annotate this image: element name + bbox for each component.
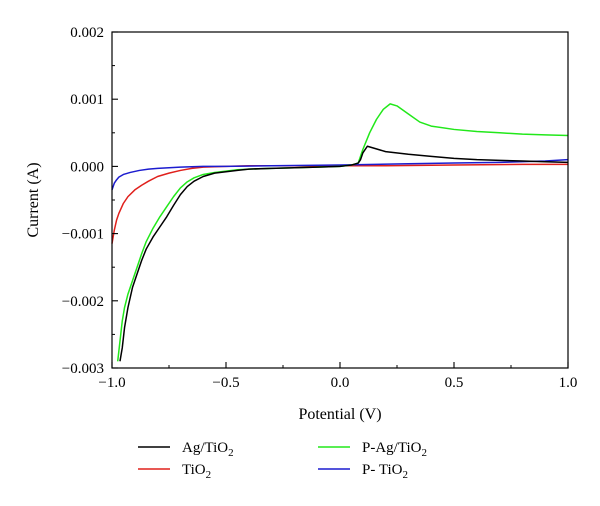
x-axis-title: Potential (V) — [298, 406, 381, 423]
x-tick-label: 0.5 — [445, 375, 464, 391]
series-line-1 — [111, 163, 568, 244]
y-axis: −0.003 −0.002 −0.001 0.000 0.001 0.002 — [62, 25, 118, 377]
x-tick-label: 0.0 — [331, 375, 350, 391]
series-layer — [111, 103, 569, 362]
legend-entry-label: TiO2 — [182, 462, 211, 481]
legend-entry-label: P-Ag/TiO2 — [362, 440, 427, 459]
legend-entry-label: P- TiO2 — [362, 462, 408, 481]
series-line-3 — [111, 158, 569, 191]
series-line-0 — [119, 145, 569, 362]
x-axis: −1.0 −0.5 0.0 0.5 1.0 — [98, 362, 577, 391]
y-tick-label: −0.003 — [62, 361, 104, 377]
x-tick-label: −1.0 — [98, 375, 125, 391]
y-tick-label: 0.000 — [70, 159, 104, 175]
y-axis-title: Current (A) — [25, 162, 42, 237]
x-tick-label: 1.0 — [559, 375, 578, 391]
y-tick-label: 0.002 — [70, 25, 104, 41]
y-tick-label: −0.002 — [62, 294, 104, 310]
plot-frame — [111, 31, 569, 369]
legend: Ag/TiO2 P-Ag/TiO2 TiO2 P- TiO2 — [138, 440, 427, 481]
y-tick-label: −0.001 — [62, 227, 104, 243]
series-line-2 — [116, 103, 569, 362]
y-tick-label: 0.001 — [70, 92, 104, 108]
legend-entry-label: Ag/TiO2 — [182, 440, 234, 459]
x-tick-label: −0.5 — [212, 375, 239, 391]
